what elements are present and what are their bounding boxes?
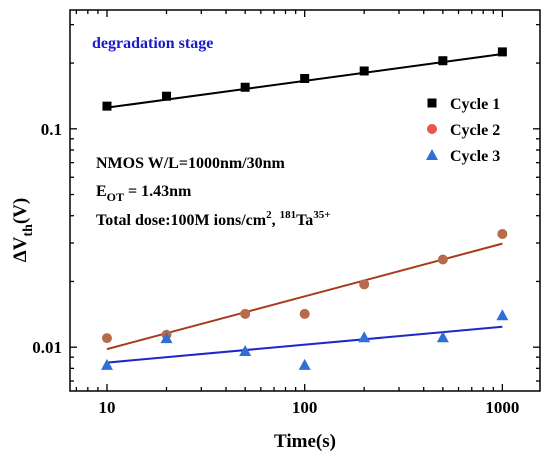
cycle-2-point bbox=[497, 228, 508, 239]
stage-annotation: degradation stage bbox=[92, 35, 213, 52]
x-tick-label: 1000 bbox=[485, 398, 519, 417]
dose-elem: Ta bbox=[296, 212, 313, 229]
y-tick-label: 0.01 bbox=[32, 338, 62, 357]
cycle-2-legend-marker bbox=[427, 124, 437, 134]
cycle-1-legend-label: Cycle 1 bbox=[450, 96, 500, 113]
cycle-2-fit-line bbox=[106, 242, 503, 351]
cycle-3-legend-label: Cycle 3 bbox=[450, 148, 500, 165]
cycle-1-point bbox=[161, 91, 171, 101]
eot-sub: OT bbox=[107, 190, 124, 204]
eot-annotation: EOT = 1.43nm bbox=[96, 183, 192, 204]
cycle-2-point bbox=[299, 308, 310, 319]
tick-labels: 10 100 1000 0.01 0.1 bbox=[32, 120, 519, 417]
cycle-3-point bbox=[100, 358, 113, 370]
plot-frame bbox=[69, 9, 541, 392]
cycle-1-legend-marker bbox=[427, 98, 437, 108]
y-axis-title: ΔVth(V) bbox=[10, 198, 36, 262]
cycle-3-legend-marker bbox=[426, 149, 438, 160]
cycle-3-point bbox=[239, 345, 252, 357]
y-axis-title-sub: th bbox=[21, 224, 36, 237]
cycle-1-point bbox=[102, 101, 112, 111]
cycle-2-point bbox=[240, 308, 251, 319]
x-tick-label: 100 bbox=[292, 398, 318, 417]
dose-annotation: Total dose:100M ions/cm2, 181Ta35+ bbox=[96, 209, 331, 229]
y-tick-label: 0.1 bbox=[41, 120, 62, 139]
cycle-3-fit-line bbox=[106, 325, 503, 364]
legend: Cycle 1 Cycle 2 Cycle 3 bbox=[426, 96, 500, 165]
data-points bbox=[100, 47, 509, 370]
cycle-1-point bbox=[359, 66, 369, 76]
dose-sep: , bbox=[272, 212, 280, 229]
cycle-1-point bbox=[240, 82, 250, 92]
axis-ticks bbox=[70, 10, 540, 391]
x-axis-title: Time(s) bbox=[274, 431, 336, 452]
x-tick-label: 10 bbox=[98, 398, 115, 417]
y-axis-title-tail: (V) bbox=[10, 198, 31, 224]
cycle-1-point bbox=[438, 56, 448, 66]
eot-tail: = 1.43nm bbox=[124, 183, 192, 200]
cycle-3-point bbox=[436, 331, 449, 343]
dose-prefix: Total dose:100M ions/cm bbox=[96, 212, 267, 229]
dose-exp: 2 bbox=[266, 209, 272, 221]
cycle-2-legend-label: Cycle 2 bbox=[450, 122, 500, 139]
cycle-1-point bbox=[300, 73, 310, 83]
cycle-3-point bbox=[160, 332, 173, 344]
cycle-2-point bbox=[101, 333, 112, 344]
dose-charge: 35+ bbox=[313, 209, 330, 221]
cycle-3-point bbox=[358, 331, 371, 343]
cycle-1-point bbox=[497, 47, 507, 57]
cycle-3-point bbox=[496, 309, 509, 321]
dose-mass: 181 bbox=[280, 209, 297, 221]
device-annotation: NMOS W/L=1000nm/30nm bbox=[96, 155, 286, 172]
cycle-3-point bbox=[298, 358, 311, 370]
cycle-2-point bbox=[437, 254, 448, 265]
cycle-2-point bbox=[359, 279, 370, 290]
y-axis-title-main: ΔV bbox=[10, 236, 31, 262]
eot-main: E bbox=[96, 183, 107, 200]
